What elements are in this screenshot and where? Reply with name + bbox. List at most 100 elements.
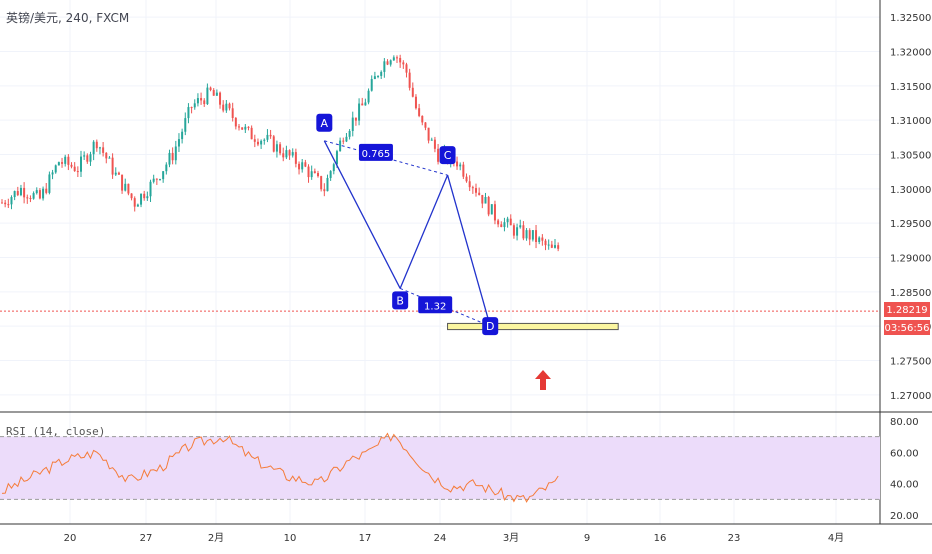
candle-body: [291, 152, 294, 156]
ratio-box-ac[interactable]: [358, 143, 393, 161]
candle-body: [320, 176, 323, 190]
candle-body: [219, 92, 222, 105]
price-tick-label: 1.32000: [890, 48, 931, 59]
candle-body: [222, 104, 225, 111]
pattern-point-b[interactable]: [392, 291, 409, 310]
candle-body: [399, 57, 402, 63]
pattern-leg: [323, 140, 401, 289]
candle-body: [408, 72, 411, 88]
candle-body: [121, 174, 124, 191]
candle-body: [478, 192, 481, 195]
price-tick-label: 1.28500: [890, 288, 931, 299]
rsi-axis[interactable]: 80.00 60.00 40.00 20.00: [890, 417, 919, 522]
candle-body: [519, 225, 522, 228]
rsi-tick-label: 60.00: [890, 448, 919, 459]
candle-body: [411, 87, 414, 97]
candle-body: [541, 237, 544, 241]
candle-body: [484, 196, 487, 204]
symbol-title[interactable]: 英镑/美元, 240, FXCM: [6, 11, 130, 25]
candle-body: [301, 162, 304, 170]
time-tick-label: 24: [434, 533, 447, 544]
harmonic-pattern[interactable]: A B C D 0.765 1.32: [316, 113, 499, 336]
current-price-tag: 1.28219 03:56:56: [884, 302, 930, 335]
candle-body: [487, 196, 490, 215]
candle-body: [260, 140, 263, 145]
pattern-point-a[interactable]: [316, 113, 333, 132]
candle-body: [70, 164, 73, 167]
time-axis[interactable]: 20 27 2月 10 17 24 3月 9 16 23 4月: [64, 532, 845, 544]
candle-body: [279, 144, 282, 154]
candle-body: [130, 193, 133, 199]
time-tick-label: 16: [654, 533, 667, 544]
candle-body: [165, 164, 168, 172]
pattern-point-d[interactable]: [482, 317, 499, 336]
pattern-leg: [446, 174, 491, 327]
candle-body: [250, 127, 253, 140]
candle-body: [140, 193, 143, 205]
time-tick-label: 27: [140, 533, 153, 544]
ratio-box-bd-text: 1.32: [424, 301, 446, 312]
candle-body: [215, 92, 218, 96]
candle-body: [133, 198, 136, 207]
candle-body: [159, 179, 161, 181]
candle-body: [522, 225, 525, 239]
candle-body: [92, 141, 95, 155]
time-tick-label: 20: [64, 533, 77, 544]
candle-body: [98, 147, 101, 149]
candle-body: [468, 181, 471, 188]
candle-body: [108, 157, 111, 159]
candle-body: [228, 103, 231, 109]
price-axis[interactable]: 1.32500 1.32000 1.31500 1.31000 1.30500 1.300…: [890, 13, 931, 402]
candle-body: [1, 202, 3, 204]
candle-body: [465, 176, 468, 182]
time-tick-label: 3月: [503, 532, 519, 544]
price-tick-label: 1.27500: [890, 357, 931, 368]
pattern-point-c[interactable]: [439, 146, 456, 165]
candle-body: [10, 197, 13, 205]
candle-body: [554, 245, 556, 248]
candle-body: [339, 140, 342, 152]
candle-body: [253, 139, 256, 142]
price-tick-label: 1.27000: [890, 391, 931, 402]
candle-body: [187, 107, 190, 119]
candle-body: [143, 193, 146, 199]
price-tick-label: 1.31500: [890, 82, 931, 93]
candle-body: [80, 156, 82, 172]
pattern-point-label: A: [321, 117, 329, 130]
candle-body: [456, 161, 459, 167]
candle-body: [196, 98, 199, 104]
ratio-box-bd[interactable]: [418, 296, 453, 314]
candle-body: [326, 177, 329, 192]
candle-body: [127, 183, 130, 194]
candle-body: [531, 230, 534, 240]
candle-body: [313, 171, 316, 174]
candle-body: [209, 87, 212, 91]
candle-body: [105, 152, 108, 159]
candle-body: [244, 126, 247, 130]
candle-body: [266, 134, 269, 140]
candle-body: [329, 171, 332, 178]
time-tick-label: 9: [584, 533, 590, 544]
candle-body: [200, 98, 203, 101]
candle-body: [364, 102, 367, 106]
candle-body: [392, 57, 395, 61]
candle-body: [342, 140, 345, 142]
candle-body: [171, 152, 174, 161]
candle-body: [149, 181, 152, 197]
candle-body: [307, 166, 310, 178]
candle-body: [234, 117, 237, 127]
candle-body: [354, 117, 357, 121]
support-zone[interactable]: [447, 322, 619, 331]
candle-body: [184, 118, 187, 132]
candle-body: [269, 134, 272, 137]
time-tick-label: 2月: [208, 532, 224, 544]
candle-body: [332, 164, 335, 172]
candle-body: [206, 87, 209, 105]
candle-body: [358, 103, 361, 121]
candle-body: [212, 90, 215, 96]
candle-body: [114, 172, 117, 175]
candle-body: [351, 117, 354, 131]
candle-body: [427, 127, 430, 141]
